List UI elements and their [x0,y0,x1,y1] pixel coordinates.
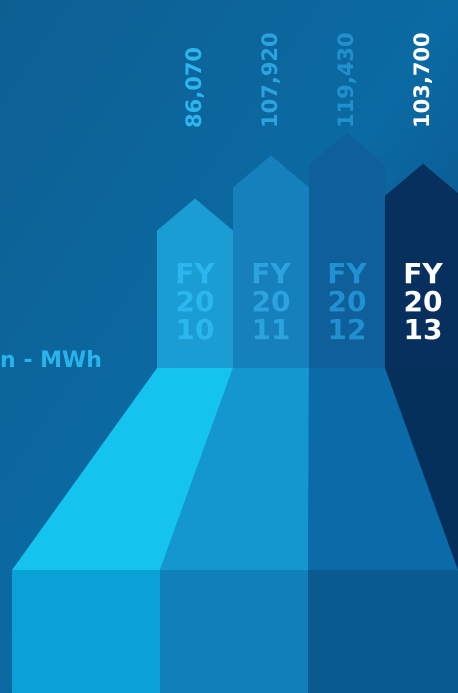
category-label: FY [403,257,443,290]
category-label: 11 [252,313,291,346]
bar [233,155,309,368]
category-label: 13 [404,313,443,346]
chart-title: n - MWh [0,348,102,373]
bar [385,163,458,368]
category-label: 12 [328,313,367,346]
category-label: FY [251,257,291,290]
category-label: 10 [176,313,215,346]
value-label: 107,920 [258,32,282,128]
value-label: 103,700 [410,32,434,128]
category-label: FY [175,257,215,290]
floor [12,368,458,693]
category-label: 20 [176,285,215,318]
category-label: 20 [404,285,443,318]
category-label: 20 [328,285,367,318]
floor-front [308,570,458,693]
bar [309,132,385,368]
floor-panel [308,368,458,570]
floor-front [160,570,308,693]
category-label: 20 [252,285,291,318]
floor-panel [12,368,233,570]
category-label: FY [327,257,367,290]
bar [157,198,233,368]
floor-front [12,570,160,693]
floor-panel [160,368,309,570]
value-label: 86,070 [182,47,206,128]
value-label: 119,430 [334,32,358,128]
floor-panel [385,368,458,570]
